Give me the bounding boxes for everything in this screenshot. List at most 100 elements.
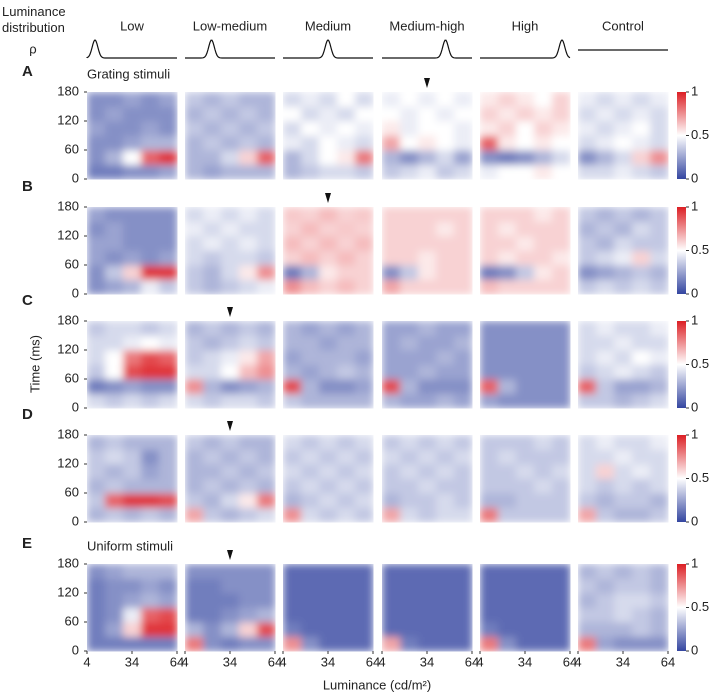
heatmap-cell xyxy=(319,279,338,295)
heatmap-cell xyxy=(185,350,204,365)
heatmap-cell xyxy=(87,464,106,479)
heatmap-cell xyxy=(650,578,669,594)
heatmap-cell xyxy=(632,622,651,637)
heatmap-cell xyxy=(400,636,419,652)
heatmap-cell xyxy=(105,379,124,394)
heatmap-cell xyxy=(578,593,597,608)
heatmap-cell xyxy=(123,393,142,409)
heatmap-cell xyxy=(123,350,142,365)
heatmap-cell xyxy=(337,393,356,409)
heatmap-cell xyxy=(123,364,142,380)
heatmap-cell xyxy=(454,265,473,280)
y-tick-label: 0 xyxy=(72,642,79,657)
heatmap-cell xyxy=(382,121,401,136)
heatmap-cell xyxy=(382,279,401,295)
heatmap-cell xyxy=(632,350,651,365)
heatmap-cell xyxy=(578,221,597,237)
heatmap-cell xyxy=(355,636,374,652)
heatmap-cell xyxy=(257,379,276,394)
heatmap-cell xyxy=(418,449,437,465)
heatmap-cell xyxy=(221,121,240,136)
heatmap-cell xyxy=(355,250,374,266)
x-tick-label: 34 xyxy=(518,654,532,669)
heatmap-cell xyxy=(516,164,535,180)
heatmap-cell xyxy=(418,435,437,450)
heatmap-cell xyxy=(596,379,615,394)
heatmap-cell xyxy=(257,221,276,237)
x-tick-label: 34 xyxy=(223,654,237,669)
heatmap-cell xyxy=(418,236,437,251)
heatmap-cell xyxy=(257,622,276,637)
heatmap-cell xyxy=(436,593,455,608)
heatmap-cell xyxy=(203,478,222,494)
heatmap-cell xyxy=(516,379,535,394)
x-tick-label: 4 xyxy=(574,654,581,669)
heatmap-cell xyxy=(203,236,222,251)
heatmap-cell xyxy=(239,150,258,165)
heatmap-cell xyxy=(319,121,338,136)
heatmap-cell xyxy=(87,164,106,180)
heatmap-cell xyxy=(185,449,204,465)
heatmap-cell xyxy=(301,364,320,380)
heatmap-cell xyxy=(337,449,356,465)
heatmap-cell xyxy=(105,607,124,623)
heatmap-cell xyxy=(596,250,615,266)
heatmap-cell xyxy=(159,250,178,266)
heatmap-cell xyxy=(578,393,597,409)
x-tick-label: 4 xyxy=(476,654,483,669)
heatmap-cell xyxy=(578,135,597,151)
heatmap-cell xyxy=(480,207,499,222)
heatmap-cell xyxy=(454,207,473,222)
heatmap-cell xyxy=(614,265,633,280)
heatmap-cell xyxy=(480,449,499,465)
heatmap-cell xyxy=(534,164,553,180)
heatmap-cell xyxy=(596,207,615,222)
heatmap-cell xyxy=(257,92,276,107)
heatmap-cell xyxy=(534,393,553,409)
heatmap-cell xyxy=(221,350,240,365)
heatmap-cell xyxy=(534,364,553,380)
heatmap-cell xyxy=(141,636,160,652)
heatmap-cell xyxy=(105,335,124,351)
row-label: C xyxy=(22,292,33,309)
heatmap-cell xyxy=(257,135,276,151)
heatmap-cell xyxy=(159,321,178,336)
heatmap-cell xyxy=(498,364,517,380)
heatmap-cell xyxy=(454,279,473,295)
heatmap-cell xyxy=(454,150,473,165)
heatmap-cell xyxy=(301,464,320,479)
heatmap-cell xyxy=(355,507,374,523)
heatmap-cell xyxy=(239,236,258,251)
heatmap-cell xyxy=(239,464,258,479)
heatmap-cell xyxy=(87,135,106,151)
heatmap-cell xyxy=(578,164,597,180)
heatmap-cell xyxy=(105,321,124,336)
heatmap-cell xyxy=(552,578,571,594)
heatmap-cell xyxy=(534,464,553,479)
heatmap-cell xyxy=(105,265,124,280)
heatmap-cell xyxy=(105,121,124,136)
heatmap-cell xyxy=(578,636,597,652)
heatmap-cell xyxy=(650,335,669,351)
row-label: A xyxy=(22,63,33,80)
heatmap-cell xyxy=(400,507,419,523)
heatmap-cell xyxy=(123,449,142,465)
heatmap-cell xyxy=(319,150,338,165)
heatmap-cell xyxy=(185,435,204,450)
heatmap-cell xyxy=(614,207,633,222)
heatmap-cell xyxy=(141,507,160,523)
heatmap-cell xyxy=(257,335,276,351)
heatmap-cell xyxy=(123,250,142,266)
heatmap-cell xyxy=(319,236,338,251)
heatmap-cell xyxy=(578,622,597,637)
heatmap-cell xyxy=(632,164,651,180)
heatmap-cell xyxy=(552,622,571,637)
heatmap-cell xyxy=(498,507,517,523)
heatmap-cell xyxy=(319,350,338,365)
heatmap-cell xyxy=(87,507,106,523)
heatmap-cell xyxy=(516,150,535,165)
heatmap-cell xyxy=(203,265,222,280)
heatmap-cell xyxy=(337,335,356,351)
heatmap-cell xyxy=(319,478,338,494)
heatmap-cell xyxy=(105,578,124,594)
